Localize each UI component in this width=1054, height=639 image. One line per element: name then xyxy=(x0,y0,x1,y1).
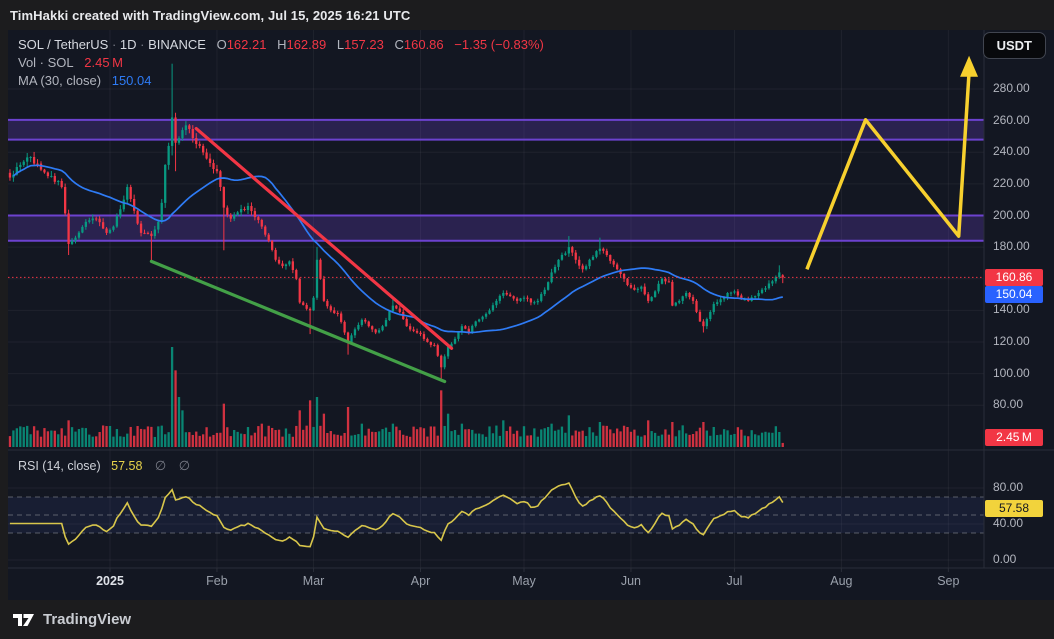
open-label: O xyxy=(216,37,227,52)
volume-value-badge: 2.45 M xyxy=(985,428,1043,446)
tradingview-logo-icon xyxy=(13,613,34,626)
time-axis-label: Apr xyxy=(410,574,431,588)
close-value: 160.86 xyxy=(403,37,444,52)
price-scale-label: 240.00 xyxy=(993,144,1030,159)
time-axis-label: Mar xyxy=(302,574,325,588)
low-value: 157.23 xyxy=(344,37,384,52)
price-scale-label: 280.00 xyxy=(993,81,1030,95)
price-scale-label: 220.00 xyxy=(993,175,1030,190)
ma-value: 150.04 xyxy=(111,73,152,88)
price-scale-label: 140.00 xyxy=(993,302,1030,317)
currency-toggle-button[interactable]: USDT xyxy=(982,32,1046,59)
price-scale-label: 200.00 xyxy=(993,207,1030,222)
low-label: L xyxy=(336,37,345,52)
grid-layer xyxy=(8,30,984,572)
drawings-layer[interactable] xyxy=(149,55,979,384)
price-scale-label: 80.00 xyxy=(993,397,1024,412)
chart-widget: SOL / TetherUS · 1D · BINANCE O162.21 H1… xyxy=(0,30,1054,600)
brand-name: TradingView xyxy=(43,611,132,628)
price-scale-label: 120.00 xyxy=(993,334,1030,348)
main-legend: SOL / TetherUS · 1D · BINANCE O162.21 H1… xyxy=(18,36,544,90)
attribution-text: TimHakki created with TradingView.com, J… xyxy=(10,7,411,23)
candles-layer xyxy=(8,63,784,382)
brand-bar: TradingView xyxy=(0,600,1054,639)
volume-label: Vol · SOL xyxy=(18,55,74,70)
time-axis-label: Jul xyxy=(726,574,743,588)
chart-plot-area[interactable] xyxy=(0,30,1054,600)
price-scale[interactable]: 280.00 260.00 240.00 220.00 200.00 180.00 140.… xyxy=(984,30,1054,600)
exchange-name: BINANCE xyxy=(148,37,206,52)
last-price-badge: 160.86 xyxy=(985,268,1043,286)
time-axis-label: Feb xyxy=(206,574,228,588)
price-scale-label: 260.00 xyxy=(993,112,1030,127)
change-value: −1.35 (−0.83%) xyxy=(454,37,544,52)
supply-zones[interactable] xyxy=(8,118,984,242)
rsi-label: RSI (14, close) xyxy=(18,459,101,473)
price-scale-label: 0.00 xyxy=(993,552,1017,566)
resistance-trendline[interactable] xyxy=(194,126,454,350)
rsi-line xyxy=(9,481,784,548)
open-value: 162.21 xyxy=(226,37,267,52)
volume-value: 2.45 M xyxy=(84,55,123,70)
price-scale-label: 180.00 xyxy=(993,239,1030,254)
interval-value: 1D xyxy=(119,37,137,52)
time-axis-label: Sep xyxy=(937,574,960,588)
high-value: 162.89 xyxy=(286,37,327,52)
time-axis[interactable]: 2025 Feb Mar Apr May Jun Jul Aug Sep xyxy=(0,568,984,600)
price-scale-label: 100.00 xyxy=(993,365,1030,380)
price-zone[interactable] xyxy=(8,119,984,140)
volume-layer xyxy=(8,347,784,447)
time-axis-label: May xyxy=(512,574,536,588)
support-trendline[interactable] xyxy=(149,259,447,384)
rsi-value-badge: 57.58 xyxy=(985,499,1043,517)
rsi-hidden-value-icon: ∅ xyxy=(154,458,167,473)
volume-legend-row[interactable]: Vol · SOL 2.45 M xyxy=(18,54,544,71)
time-axis-label: 2025 xyxy=(96,574,124,588)
high-label: H xyxy=(277,37,287,52)
ma-legend-row[interactable]: MA (30, close) 150.04 xyxy=(18,72,544,89)
left-margin xyxy=(0,30,8,600)
ma-label: MA (30, close) xyxy=(18,73,102,88)
attribution-bar: TimHakki created with TradingView.com, J… xyxy=(0,0,1054,30)
projection-path[interactable] xyxy=(805,71,971,270)
rsi-hidden-value-icon: ∅ xyxy=(178,458,191,473)
ma-value-badge: 150.04 xyxy=(985,285,1043,303)
projection-arrowhead-icon xyxy=(960,55,979,77)
rsi-value: 57.58 xyxy=(111,459,143,473)
time-axis-label: Aug xyxy=(830,574,853,588)
close-label: C xyxy=(394,37,404,52)
price-scale-label: 80.00 xyxy=(993,480,1024,494)
indicator-layer xyxy=(8,164,984,548)
rsi-legend-row[interactable]: RSI (14, close) 57.58 ∅ ∅ xyxy=(18,458,190,474)
symbol-legend-row[interactable]: SOL / TetherUS · 1D · BINANCE O162.21 H1… xyxy=(18,37,544,52)
ma30-line xyxy=(12,164,783,334)
time-axis-label: Jun xyxy=(620,574,642,588)
price-scale-label: 40.00 xyxy=(993,516,1024,530)
symbol-name: SOL / TetherUS xyxy=(18,37,109,52)
